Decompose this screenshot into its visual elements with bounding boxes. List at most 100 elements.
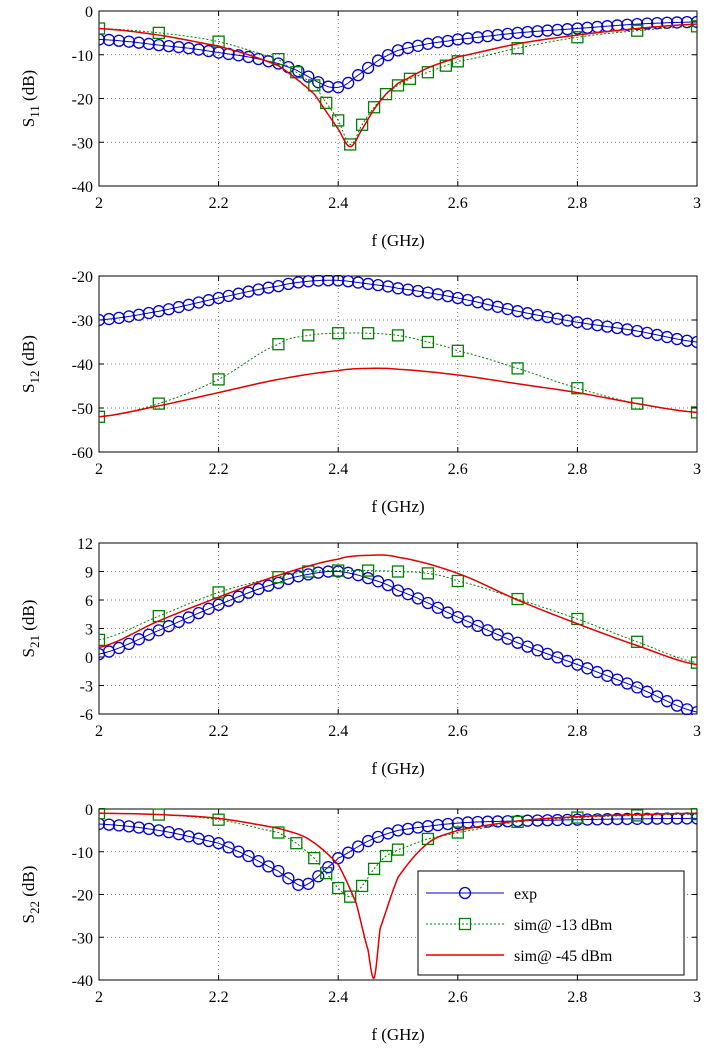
marker-circle [561, 314, 574, 327]
y-tick-label: -10 [72, 845, 93, 862]
x-tick-label: 3 [693, 989, 701, 1006]
legend: exp sim@ -13 dBm sim@ -45 dBm [417, 870, 685, 976]
marker-circle [581, 813, 594, 826]
marker-circle [451, 33, 464, 46]
marker-circle [142, 306, 155, 320]
marker-circle [172, 615, 185, 628]
marker-square [690, 20, 697, 33]
marker-square [320, 866, 333, 880]
legend-label: sim@ -45 dBm [514, 948, 613, 965]
marker-circle [332, 275, 345, 287]
marker-square [403, 72, 417, 85]
marker-circle [581, 317, 594, 330]
marker-circle [162, 620, 175, 633]
x-tick-label: 3 [693, 461, 701, 478]
marker-circle [351, 276, 365, 289]
series-markers-0 [99, 565, 697, 715]
x-tick-label: 2.2 [209, 989, 229, 1006]
marker-circle [152, 824, 165, 837]
marker-circle [631, 17, 644, 31]
x-tick-label: 3 [693, 723, 701, 740]
marker-circle [650, 690, 664, 703]
x-tick-label: 2.2 [209, 195, 229, 212]
marker-circle [342, 275, 355, 288]
marker-square [99, 633, 106, 647]
marker-square [451, 574, 464, 588]
y-tick-label: 9 [85, 565, 93, 582]
marker-square [631, 397, 644, 410]
marker-circle [312, 76, 325, 89]
marker-circle [521, 25, 534, 39]
marker-circle [172, 40, 185, 54]
marker-square [367, 101, 381, 114]
marker-circle [292, 276, 305, 289]
marker-circle [351, 840, 365, 853]
y-tick-label: 0 [85, 650, 93, 667]
x-tick-label: 2.6 [448, 723, 468, 740]
series-line-exp [99, 279, 697, 343]
marker-circle [561, 813, 574, 827]
marker-circle [421, 596, 435, 610]
marker-circle [391, 824, 405, 837]
marker-square [511, 362, 524, 375]
marker-circle [511, 26, 524, 40]
series-markers-0 [99, 275, 697, 349]
marker-circle [541, 814, 554, 827]
marker-square [379, 87, 393, 101]
marker-square [690, 656, 697, 669]
marker-circle [491, 815, 504, 828]
x-tick-label: 2.4 [328, 723, 348, 740]
series-line-sim-13-dbm [99, 332, 697, 418]
marker-circle [411, 821, 425, 834]
marker-circle [621, 323, 634, 336]
legend-label: exp [514, 886, 537, 903]
x-tick-label: 2.6 [448, 461, 468, 478]
marker-circle [411, 592, 425, 605]
marker-circle [670, 332, 684, 346]
panel-s22: 2 2.2 2.4 2.6 2.8 3 0 -10 -20 -30 -40 f (GHz) S22 (d… [19, 802, 701, 1044]
marker-circle [312, 275, 325, 287]
marker-circle [481, 815, 494, 828]
y-tick-label: 0 [85, 802, 93, 819]
marker-circle [351, 69, 365, 82]
panel-s12: 2 2.2 2.4 2.6 2.8 3 -20 -30 -40 -50 -60 f (GHz) S12 … [19, 269, 701, 516]
marker-square [391, 843, 405, 856]
x-tick-label: 2.2 [209, 461, 229, 478]
marker-circle [471, 619, 484, 633]
marker-circle [202, 44, 215, 58]
marker-circle [361, 61, 375, 75]
x-tick-label: 2.8 [567, 195, 587, 212]
marker-circle [421, 37, 435, 50]
marker-circle [551, 312, 564, 325]
x-tick-label: 2.4 [328, 195, 348, 212]
marker-circle [262, 860, 275, 873]
marker-circle [132, 821, 146, 834]
marker-square [361, 564, 375, 577]
x-tick-label: 2.8 [567, 723, 587, 740]
marker-circle [431, 601, 445, 614]
marker-circle [252, 283, 265, 296]
marker-circle [262, 281, 275, 294]
marker-square [332, 564, 345, 577]
marker-circle [401, 283, 415, 296]
grid [99, 276, 697, 452]
marker-circle [381, 48, 395, 62]
x-axis-label: f (GHz) [371, 1025, 424, 1044]
series-markers-0 [99, 15, 697, 94]
marker-square [571, 382, 584, 395]
y-tick-label: 3 [85, 622, 93, 639]
marker-circle [690, 335, 697, 349]
y-axis-label: S11 (dB) [19, 70, 42, 127]
marker-square [290, 66, 303, 79]
marker-square [511, 42, 524, 55]
marker-circle [441, 606, 454, 619]
y-tick-label: -40 [72, 357, 93, 374]
marker-circle [312, 870, 325, 883]
marker-circle [431, 288, 445, 301]
panel-s21: 2 2.2 2.4 2.6 2.8 3 12 9 6 3 0 -3 -6 f (GHz) S21 (dB) [19, 536, 701, 778]
marker-circle [332, 81, 345, 94]
marker-square [302, 329, 315, 342]
y-tick-label: -3 [80, 679, 93, 696]
marker-square [451, 344, 464, 357]
marker-circle [680, 16, 694, 29]
